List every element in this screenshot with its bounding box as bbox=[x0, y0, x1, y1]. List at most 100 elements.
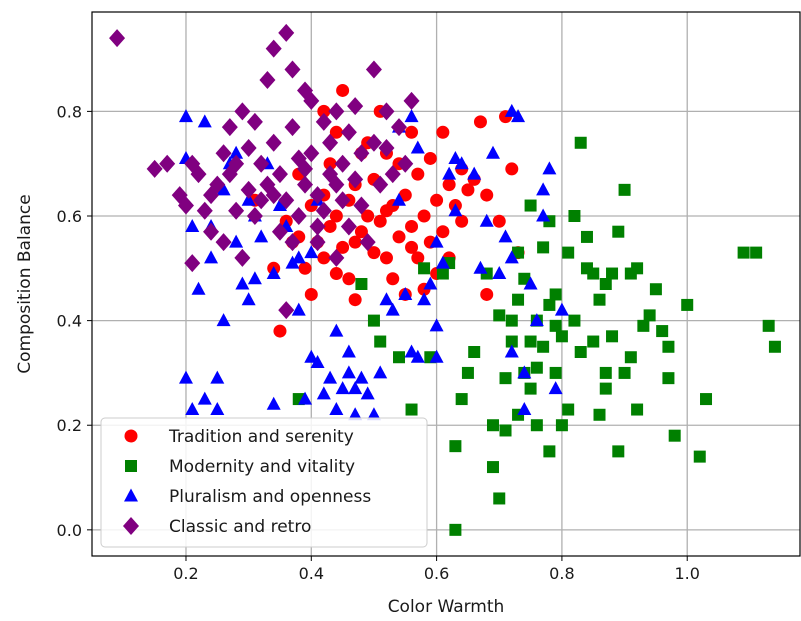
data-point bbox=[593, 293, 606, 306]
data-point bbox=[606, 267, 619, 280]
data-point bbox=[411, 251, 425, 265]
data-point bbox=[246, 112, 263, 131]
data-point bbox=[405, 125, 419, 139]
data-point bbox=[204, 250, 219, 264]
y-tick-label: 0.4 bbox=[57, 312, 82, 331]
data-point bbox=[403, 91, 420, 110]
data-point bbox=[549, 319, 562, 332]
data-point bbox=[197, 391, 212, 405]
data-point bbox=[266, 396, 281, 410]
data-point bbox=[574, 136, 587, 149]
data-point bbox=[360, 386, 375, 400]
data-point bbox=[530, 361, 543, 374]
legend-label: Tradition and serenity bbox=[168, 427, 354, 447]
data-point bbox=[234, 248, 251, 267]
data-point bbox=[247, 271, 262, 285]
x-tick-label: 0.4 bbox=[299, 564, 324, 583]
legend-label: Modernity and vitality bbox=[169, 457, 355, 477]
data-point bbox=[448, 203, 463, 217]
data-point bbox=[284, 118, 301, 137]
data-point bbox=[203, 222, 220, 241]
data-point bbox=[524, 335, 537, 348]
series-1 bbox=[292, 136, 781, 536]
data-point bbox=[178, 370, 193, 384]
legend-label: Pluralism and openness bbox=[169, 487, 371, 507]
data-point bbox=[329, 267, 343, 281]
data-point bbox=[348, 293, 362, 307]
data-point bbox=[340, 123, 357, 142]
data-point bbox=[342, 272, 356, 286]
data-point bbox=[246, 207, 263, 225]
data-point bbox=[397, 154, 414, 173]
data-point bbox=[530, 419, 543, 432]
data-point bbox=[347, 170, 364, 189]
data-point bbox=[341, 365, 356, 379]
data-point bbox=[329, 402, 344, 416]
data-point bbox=[536, 208, 551, 222]
data-point bbox=[336, 240, 350, 254]
data-point bbox=[492, 266, 507, 280]
data-point bbox=[361, 209, 375, 223]
legend-marker bbox=[124, 429, 138, 443]
data-point bbox=[259, 71, 276, 89]
data-point bbox=[562, 246, 575, 259]
data-point bbox=[303, 91, 320, 110]
data-point bbox=[348, 407, 363, 421]
data-point bbox=[329, 323, 344, 337]
legend-marker bbox=[125, 460, 137, 472]
data-point bbox=[555, 330, 568, 343]
data-point bbox=[398, 286, 413, 300]
data-point bbox=[341, 344, 356, 358]
data-point bbox=[309, 186, 326, 205]
data-point bbox=[599, 366, 612, 379]
data-point bbox=[367, 246, 381, 260]
data-point bbox=[631, 403, 644, 416]
data-point bbox=[355, 278, 368, 290]
data-point bbox=[353, 196, 370, 215]
data-point bbox=[504, 250, 519, 264]
data-point bbox=[315, 112, 332, 131]
data-point bbox=[298, 261, 312, 275]
data-point bbox=[631, 262, 644, 275]
data-point bbox=[593, 408, 606, 421]
data-point bbox=[304, 245, 319, 259]
data-point bbox=[347, 97, 364, 116]
data-point bbox=[429, 318, 444, 332]
data-point bbox=[562, 403, 575, 416]
data-point bbox=[524, 382, 537, 395]
data-point bbox=[234, 102, 251, 121]
data-point bbox=[442, 178, 456, 192]
data-point bbox=[512, 246, 525, 259]
data-point bbox=[612, 445, 625, 458]
data-point bbox=[536, 182, 551, 196]
data-point bbox=[328, 248, 345, 267]
data-point bbox=[762, 319, 775, 332]
y-axis-label: Composition Balance bbox=[15, 194, 35, 373]
data-point bbox=[418, 262, 431, 275]
data-point bbox=[216, 182, 231, 196]
data-point bbox=[365, 133, 382, 152]
data-point bbox=[498, 229, 513, 243]
data-point bbox=[359, 233, 376, 252]
legend: Tradition and serenity Modernity and vita… bbox=[100, 417, 428, 548]
data-point bbox=[529, 313, 544, 327]
data-point bbox=[353, 144, 370, 163]
data-point bbox=[323, 157, 337, 171]
data-point bbox=[479, 213, 494, 227]
data-point bbox=[271, 165, 288, 184]
data-point bbox=[768, 340, 781, 353]
data-point bbox=[265, 133, 282, 152]
data-point bbox=[284, 233, 301, 252]
data-point bbox=[209, 175, 226, 194]
data-point bbox=[304, 349, 319, 363]
data-point bbox=[700, 393, 713, 406]
data-point bbox=[365, 60, 382, 79]
data-point bbox=[290, 207, 307, 225]
data-point bbox=[430, 193, 444, 207]
data-point bbox=[599, 382, 612, 395]
data-point bbox=[373, 214, 387, 228]
data-point bbox=[391, 118, 408, 137]
series-0 bbox=[248, 83, 525, 338]
data-point bbox=[253, 191, 270, 210]
data-point bbox=[335, 381, 350, 395]
